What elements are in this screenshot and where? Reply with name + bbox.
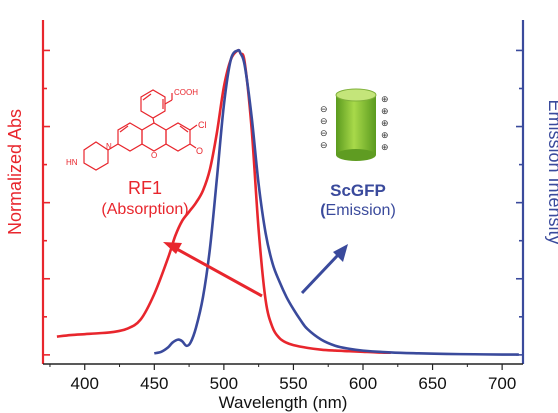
scgfp-subtitle: (Emission) bbox=[320, 202, 396, 219]
charge-right-5: ⊕ bbox=[381, 142, 389, 152]
emission-series-line bbox=[154, 48, 519, 356]
x-tick-label-450: 450 bbox=[140, 374, 168, 393]
scgfp-barrel-icon bbox=[335, 88, 377, 161]
x-tick-label-550: 550 bbox=[279, 374, 307, 393]
x-axis-title: Wavelength (nm) bbox=[219, 393, 348, 412]
x-tick-label-400: 400 bbox=[71, 374, 99, 393]
charge-left-1: ⊖ bbox=[320, 104, 328, 114]
rf1-label: RF1 bbox=[128, 178, 162, 198]
cl-label: Cl bbox=[198, 120, 207, 130]
x-tick-label-650: 650 bbox=[418, 374, 446, 393]
emission-arrow bbox=[300, 244, 348, 295]
scgfp-label: ScGFP bbox=[330, 181, 386, 200]
charge-left-4: ⊖ bbox=[320, 140, 328, 150]
ring-o-label: O bbox=[151, 151, 157, 160]
charge-right-4: ⊕ bbox=[381, 130, 389, 140]
charge-left-2: ⊖ bbox=[320, 116, 328, 126]
n-label: N bbox=[106, 142, 112, 151]
rf1-molecule bbox=[83, 89, 198, 171]
hn-label: HN bbox=[66, 158, 78, 167]
x-tick-label-700: 700 bbox=[488, 374, 516, 393]
charge-symbols: ⊖ ⊖ ⊖ ⊖ ⊕ ⊕ ⊕ ⊕ ⊕ bbox=[320, 94, 389, 152]
cooh-label: COOH bbox=[174, 88, 198, 97]
charge-left-3: ⊖ bbox=[320, 128, 328, 138]
scgfp-subtitle-text: Emission) bbox=[326, 202, 396, 219]
y-axis-title-left: Normalized Abs bbox=[5, 109, 25, 235]
charge-right-3: ⊕ bbox=[381, 118, 389, 128]
charge-right-1: ⊕ bbox=[381, 94, 389, 104]
y-axis-title-right: Emission Intensity bbox=[545, 99, 558, 244]
scgfp-subtitle-paren: ( bbox=[320, 202, 326, 219]
series-layer bbox=[56, 48, 519, 356]
x-tick-label-500: 500 bbox=[210, 374, 238, 393]
o-label: O bbox=[196, 146, 203, 156]
absorption-arrow bbox=[163, 242, 263, 298]
charge-right-2: ⊕ bbox=[381, 106, 389, 116]
x-tick-label-600: 600 bbox=[349, 374, 377, 393]
rf1-subtitle: (Absorption) bbox=[101, 201, 188, 218]
